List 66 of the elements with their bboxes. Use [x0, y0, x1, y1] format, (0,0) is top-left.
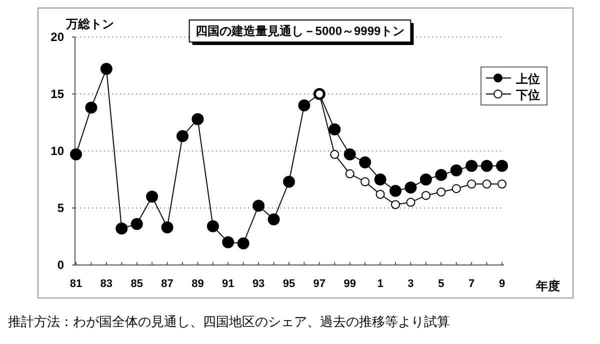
x-tick-label: 85 — [130, 278, 143, 290]
x-tick-label: 93 — [252, 278, 265, 290]
x-tick-label: 99 — [344, 278, 356, 290]
text: 推計方法：わが国全体の見通し、四国地区のシェア、過去の推移等より試算 — [8, 314, 450, 329]
x-tick-label: 81 — [70, 278, 82, 290]
point — [298, 99, 310, 112]
x-tick-label: 7 — [468, 278, 475, 290]
point — [420, 174, 432, 186]
point — [376, 190, 385, 199]
point — [482, 180, 492, 189]
point — [435, 168, 448, 181]
point — [421, 190, 430, 200]
point — [404, 181, 417, 194]
x-tick-label: 9 — [498, 278, 506, 290]
x-tick-label: 89 — [192, 278, 204, 290]
point — [328, 123, 341, 136]
y-tick-label: 5 — [57, 201, 64, 215]
point — [498, 180, 506, 189]
x-tick-label: 91 — [222, 278, 234, 290]
point — [130, 218, 143, 230]
point — [161, 221, 174, 234]
point — [390, 184, 402, 197]
x-tick-label: 83 — [100, 278, 113, 290]
point — [406, 198, 416, 207]
point — [496, 160, 508, 172]
point — [466, 160, 478, 172]
point — [176, 130, 188, 142]
x-tick-label: 95 — [282, 278, 296, 290]
x-tick-label: 1 — [377, 278, 384, 290]
point — [345, 169, 354, 178]
x-tick-label: 97 — [313, 278, 326, 290]
point — [206, 220, 219, 232]
point — [436, 188, 446, 197]
y-axis-title: 万総トン — [65, 17, 114, 31]
point — [359, 156, 372, 168]
point — [100, 62, 112, 75]
x-tick-label: 3 — [408, 278, 414, 290]
y-tick-label: 0 — [57, 258, 64, 272]
point — [252, 200, 265, 212]
point — [467, 180, 476, 189]
point — [480, 160, 493, 172]
point — [450, 164, 462, 176]
point — [283, 176, 295, 188]
point — [268, 213, 280, 226]
chart-title: 四国の建造量見通し－5000～9999トン — [195, 24, 405, 38]
point — [344, 148, 356, 160]
x-axis-title: 年度 — [535, 279, 560, 293]
legend-label: 上位 — [515, 72, 540, 86]
y-tick-label: 15 — [50, 87, 64, 101]
point — [391, 200, 400, 210]
legend-label: 下位 — [515, 88, 540, 102]
point — [330, 150, 340, 159]
y-tick-label: 20 — [50, 30, 64, 44]
point — [70, 148, 82, 160]
point — [222, 236, 234, 248]
point — [146, 190, 158, 203]
x-tick-label: 5 — [438, 278, 444, 290]
point — [85, 102, 98, 114]
point — [192, 113, 204, 126]
point — [116, 222, 128, 235]
point — [360, 177, 370, 186]
point — [374, 174, 386, 186]
x-tick-label: 87 — [161, 278, 174, 290]
point — [237, 237, 250, 250]
point — [452, 184, 461, 194]
y-tick-label: 10 — [50, 144, 64, 158]
